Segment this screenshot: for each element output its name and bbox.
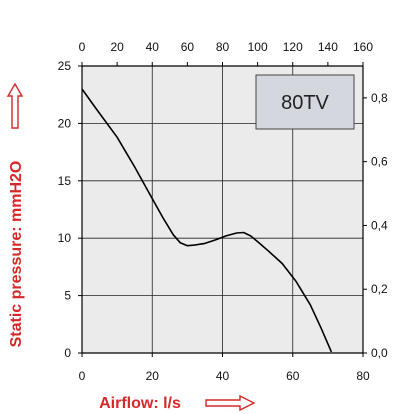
y-tick-label: 10 <box>58 231 72 245</box>
top-tick-label: 140 <box>318 40 338 54</box>
right-arrow-icon <box>205 394 256 412</box>
top-tick-label: 20 <box>110 40 124 54</box>
tick-labels: 0 20 40 60 80 0 5 10 15 20 25 0 20 40 60 80 100 120 140 160… <box>58 40 388 383</box>
series-layer <box>81 88 333 353</box>
up-arrow-icon <box>6 82 24 129</box>
right-tick-label: 0,0 <box>371 346 388 360</box>
x-tick-label: 80 <box>356 369 370 383</box>
right-tick-label: 0,8 <box>371 91 388 105</box>
x-tick-label: 60 <box>286 369 300 383</box>
right-tick-label: 0,2 <box>371 282 388 296</box>
model-label: 80TV <box>281 92 329 114</box>
top-tick-label: 0 <box>79 40 86 54</box>
right-tick-label: 0,6 <box>371 155 388 169</box>
right-tick-label: 0,4 <box>371 218 388 232</box>
x-tick-label: 20 <box>146 369 160 383</box>
top-tick-label: 80 <box>216 40 230 54</box>
x-axis-title-group: Airflow: l/s <box>99 394 256 412</box>
fan-curve-line <box>81 88 333 353</box>
y-axis-title-group: Static pressure: mmH2O <box>6 82 25 348</box>
y-tick-label: 20 <box>58 116 72 130</box>
top-tick-label: 60 <box>181 40 195 54</box>
y-tick-label: 0 <box>64 346 71 360</box>
y-tick-label: 5 <box>64 289 71 303</box>
y-axis-title: Static pressure: mmH2O <box>8 161 25 348</box>
top-tick-label: 120 <box>283 40 303 54</box>
top-tick-label: 160 <box>353 40 373 54</box>
x-axis-title: Airflow: l/s <box>99 395 181 412</box>
y-tick-label: 15 <box>58 174 72 188</box>
x-tick-label: 40 <box>216 369 230 383</box>
x-tick-label: 0 <box>79 369 86 383</box>
top-tick-label: 40 <box>146 40 160 54</box>
model-label-box: 80TV <box>255 74 355 130</box>
axes <box>78 62 367 357</box>
y-tick-label: 25 <box>58 59 72 73</box>
top-tick-label: 100 <box>248 40 268 54</box>
